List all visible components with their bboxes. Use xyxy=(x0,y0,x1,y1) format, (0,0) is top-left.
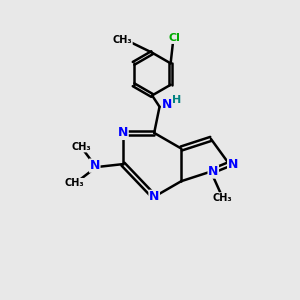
Text: CH₃: CH₃ xyxy=(112,35,132,45)
Text: N: N xyxy=(208,165,218,178)
Text: CH₃: CH₃ xyxy=(71,142,91,152)
Text: N: N xyxy=(149,190,159,203)
Text: CH₃: CH₃ xyxy=(213,193,233,203)
Text: Cl: Cl xyxy=(169,33,180,43)
Text: N: N xyxy=(89,159,100,172)
Text: N: N xyxy=(162,98,172,111)
Text: CH₃: CH₃ xyxy=(64,178,84,188)
Text: H: H xyxy=(172,95,182,105)
Text: N: N xyxy=(118,126,128,140)
Text: N: N xyxy=(228,158,238,171)
